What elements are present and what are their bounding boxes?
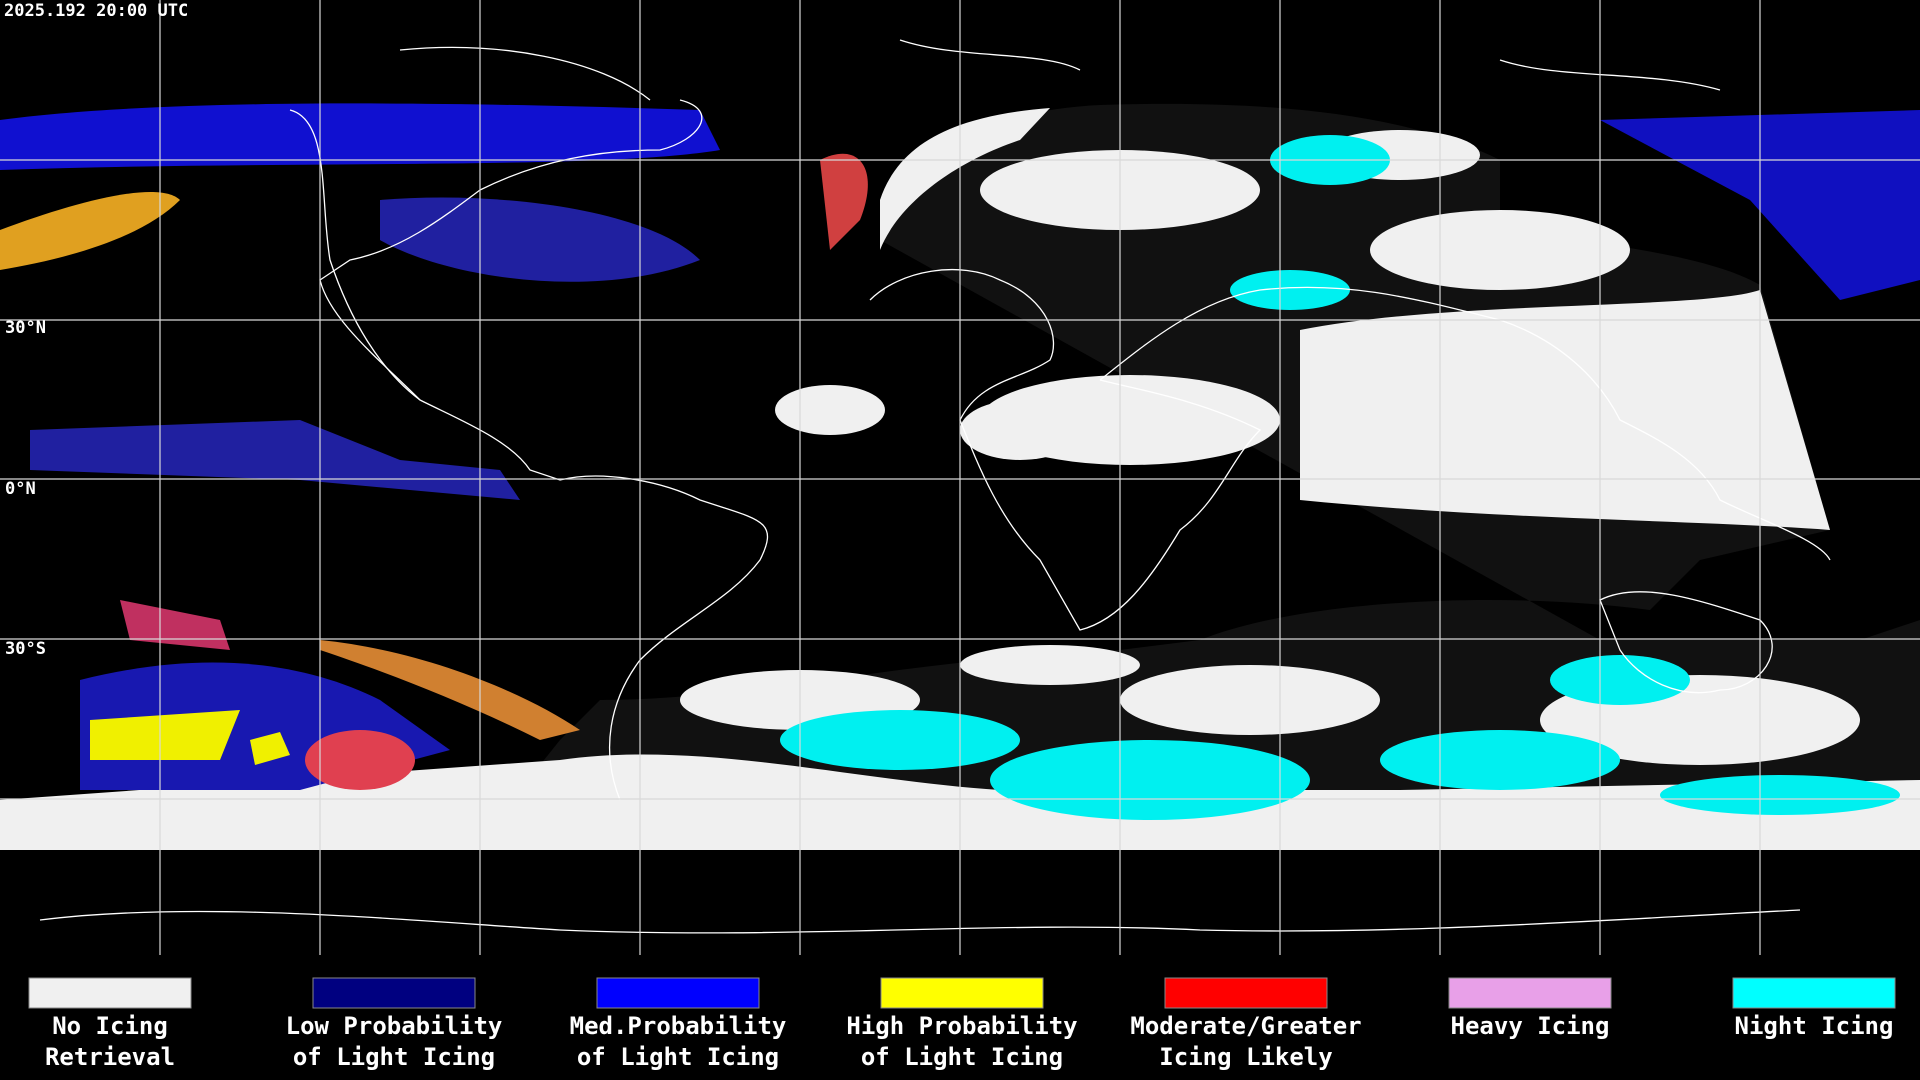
legend-swatch [596, 977, 760, 1009]
legend-swatch [312, 977, 476, 1009]
legend: No Icing Retrieval Low Probability of Light… [28, 977, 1896, 1071]
night-icing-clouds [780, 135, 1900, 820]
legend-swatch [1448, 977, 1612, 1009]
legend-swatch [1164, 977, 1328, 1009]
legend-label: No Icing [52, 1012, 168, 1040]
legend-label: Moderate/Greater [1130, 1012, 1361, 1040]
latitude-label: 0°N [5, 479, 36, 499]
legend-swatch [28, 977, 192, 1009]
latitude-label: 30°N [5, 318, 46, 338]
legend-label: of Light Icing [293, 1043, 495, 1071]
icing-clouds-west [0, 103, 1920, 790]
legend-label: Night Icing [1735, 1012, 1894, 1040]
legend-label: Low Probability [286, 1012, 503, 1040]
legend-label: of Light Icing [861, 1043, 1063, 1071]
legend-label: Icing Likely [1159, 1043, 1332, 1071]
legend-background [0, 955, 1920, 1080]
legend-swatch [880, 977, 1044, 1009]
legend-label: High Probability [846, 1012, 1077, 1040]
legend-label: Med.Probability [570, 1012, 787, 1040]
graticule [0, 0, 1920, 955]
latitude-label: 30°S [5, 639, 46, 659]
latitude-labels: 30°N 0°N 30°S [5, 318, 46, 659]
legend-label: of Light Icing [577, 1043, 779, 1071]
legend-label: Retrieval [45, 1043, 175, 1071]
legend-swatch [1732, 977, 1896, 1009]
timestamp: 2025.192 20:00 UTC [4, 1, 188, 21]
legend-label: Heavy Icing [1451, 1012, 1610, 1040]
